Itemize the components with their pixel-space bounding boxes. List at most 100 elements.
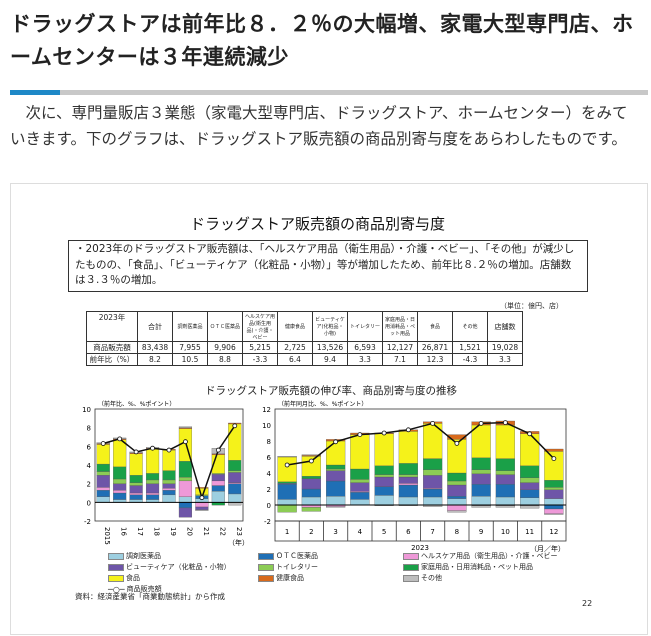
bar-segment — [301, 478, 321, 490]
bar-segment — [471, 457, 491, 470]
bar-segment — [544, 451, 564, 481]
col-header: 家庭用品・日用消耗品・ペット用品 — [382, 311, 418, 342]
bar-segment — [178, 426, 193, 428]
bar-segment — [277, 456, 297, 458]
legend-item: 調剤医薬品 — [108, 551, 258, 561]
bar-segment — [495, 424, 515, 459]
table-row: 前年比（%） 8.2 10.5 8.8 -3.3 6.4 9.4 3.3 7.1 12.3 -4.3… — [86, 353, 523, 366]
bar-segment — [398, 483, 418, 486]
legend-swatch — [258, 552, 274, 560]
bar-segment — [544, 489, 564, 499]
legend-label: トイレタリー — [276, 563, 318, 571]
bar-segment — [129, 482, 143, 486]
legend-swatch — [108, 563, 124, 571]
line-point — [215, 447, 221, 453]
bar-segment — [178, 507, 193, 518]
bar-segment — [398, 496, 418, 506]
bar-segment — [520, 482, 540, 490]
bar-segment — [423, 488, 443, 498]
bar-segment — [96, 496, 110, 503]
legend-swatch — [403, 574, 419, 582]
bar-segment — [423, 458, 443, 470]
y-tick-label: 10 — [262, 422, 271, 430]
legend-item: ヘルスケア用品（衛生用品）・介護・ベビー — [403, 551, 588, 561]
x-tick-label: 23 — [235, 527, 243, 536]
bar-segment — [195, 509, 209, 511]
bar-segment — [277, 499, 297, 506]
year-label: 2023 — [411, 544, 429, 552]
y-tick-label: 6 — [267, 454, 272, 462]
bar-segment — [374, 465, 394, 475]
bar-segment — [211, 474, 225, 482]
bar-segment — [129, 485, 143, 494]
y-tick-label: 4 — [267, 470, 272, 478]
bar-segment — [495, 470, 515, 475]
bar-segment — [374, 486, 394, 496]
bar-segment — [301, 507, 321, 512]
legend-swatch — [403, 552, 419, 560]
bar-segment — [162, 483, 176, 489]
line-point — [381, 430, 387, 436]
x-tick-label: 17 — [136, 527, 144, 536]
col-header: 合計 — [137, 311, 173, 342]
bar-segment — [301, 496, 321, 506]
bar-segment — [447, 496, 467, 499]
y-tick-label: 0 — [267, 502, 271, 510]
bar-segment — [423, 475, 443, 489]
bar-segment — [277, 484, 297, 500]
x-axis-label: （年） — [228, 538, 249, 547]
bar-segment — [129, 475, 143, 483]
bar-segment — [398, 484, 418, 498]
chart-title: ドラッグストア販売額の伸び率、商品別寄与度の推移 — [205, 385, 457, 397]
bar-segment — [326, 464, 346, 470]
bar-segment — [447, 434, 467, 440]
legend-item: トイレタリー — [258, 562, 403, 572]
x-tick-label: 21 — [202, 527, 210, 536]
bar-segment — [447, 484, 467, 497]
legend-item: その他 — [403, 573, 588, 583]
bar-segment — [544, 504, 564, 510]
sales-line — [287, 421, 555, 466]
bar-segment — [520, 477, 540, 483]
bar-segment — [195, 488, 209, 496]
bar-segment — [113, 490, 127, 494]
bar-segment — [326, 440, 346, 466]
y-axis-label: （前年比、%、%ポイント） — [98, 400, 175, 408]
legend-label: 食品 — [126, 574, 140, 582]
bar-segment — [374, 476, 394, 487]
bar-segment — [195, 502, 209, 508]
table-cell: 9.4 — [312, 353, 348, 366]
line-point — [183, 439, 188, 445]
y-tick-label: 8 — [87, 425, 91, 433]
x-tick-label: 2 — [309, 528, 313, 536]
bar-segment — [544, 487, 564, 490]
bar-segment — [301, 454, 321, 456]
chart-legend: 調剤医薬品 ＯＴＣ医薬品 ヘルスケア用品（衛生用品）・介護・ベビー ビューティケア（化… — [108, 551, 588, 594]
bar-segment — [326, 470, 346, 482]
legend-label: 家庭用品・日用消耗品・ペット用品 — [421, 563, 533, 571]
bar-segment — [398, 431, 418, 464]
bar-segment — [228, 472, 242, 483]
page-number: 22 — [582, 599, 593, 608]
x-tick-label: 19 — [169, 527, 177, 536]
line-point — [502, 420, 508, 426]
bar-segment — [301, 476, 321, 479]
x-tick-label: 12 — [549, 528, 558, 536]
x-tick-label: 18 — [153, 527, 161, 536]
y-tick-label: 10 — [82, 406, 91, 414]
bar-segment — [520, 433, 540, 466]
table-cell: 3.3 — [487, 353, 523, 366]
table-cell: 6.4 — [277, 353, 313, 366]
bar-segment — [178, 476, 193, 482]
col-header: ビューティケア(化粧品・小物) — [312, 311, 348, 342]
bar-segment — [178, 496, 193, 503]
bar-segment — [495, 474, 515, 485]
bar-segment — [145, 448, 160, 474]
legend-label: ヘルスケア用品（衛生用品）・介護・ベビー — [421, 552, 558, 560]
legend-label: 商品販売額 — [126, 585, 162, 593]
bar-segment — [447, 480, 467, 486]
page-heading: ドラッグストアは前年比８．２％の大幅増、家電大型専門店、ホームセンターは３年連続… — [10, 12, 634, 69]
bar-segment — [398, 476, 418, 484]
y-tick-label: 8 — [267, 438, 271, 446]
bar-segment — [471, 484, 491, 497]
